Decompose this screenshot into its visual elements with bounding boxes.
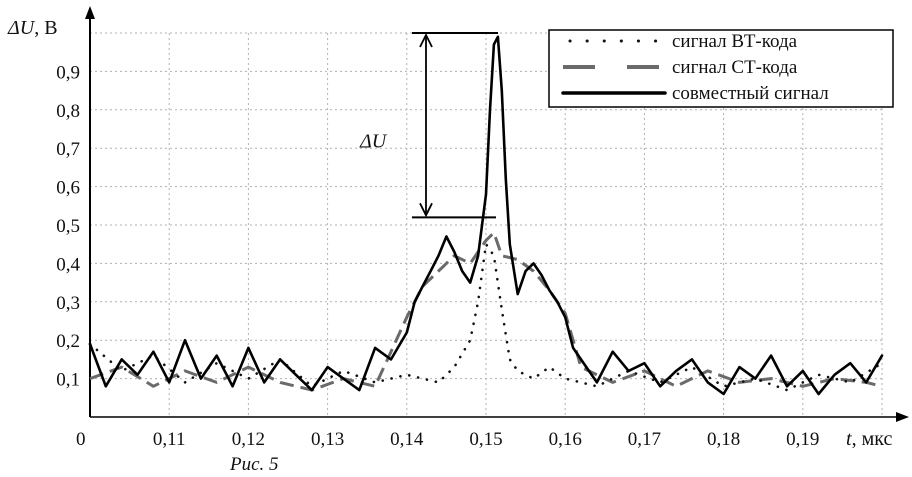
annotation-label: ΔU [359,131,388,153]
x-axis-arrow [896,412,909,422]
legend: сигнал ВТ-кода сигнал СТ-кода совместный с… [548,29,894,108]
legend-label: сигнал СТ-кода [672,57,798,78]
y-tick-label: 0,2 [56,331,80,352]
y-tick-label: 0,7 [56,139,80,160]
x-axis-title: t, мкс [846,428,892,450]
series-line-solid [88,35,884,396]
x-tick-label: 0,17 [628,429,661,450]
y-tick-label: 0,5 [56,216,80,237]
y-tick-label: 0,6 [56,178,80,199]
annotation-arrow-up [419,32,433,48]
x-tick-label: 0,18 [707,429,740,450]
annotation-arrow-down [419,202,433,218]
x-axis-var: t [846,428,852,450]
x-tick-label: 0,11 [153,429,186,450]
origin-label: 0 [76,429,86,450]
legend-label: совместный сигнал [672,83,829,104]
x-tick-label: 0,19 [786,429,819,450]
series-line-dashed [89,231,883,392]
y-tick-label: 0,9 [56,62,80,83]
axes [85,6,909,422]
tick-labels: 0,11 0,12 0,13 0,14 0,15 0,16 0,17 0,18 0,19 0,1 0… [56,62,819,450]
y-tick-label: 0,3 [56,293,80,314]
y-axis-var: ΔU [7,17,36,39]
y-tick-label: 0,8 [56,101,80,122]
figure-caption: Рис. 5 [229,454,279,475]
series-layer [88,35,884,396]
y-tick-label: 0,1 [56,370,80,391]
y-axis-unit: , В [34,17,57,39]
x-tick-label: 0,16 [549,429,582,450]
x-tick-label: 0,12 [232,429,265,450]
delta-u-annotation: ΔU [359,32,498,219]
legend-label: сигнал ВТ-кода [672,31,798,52]
y-axis-title: ΔU, В [7,17,58,39]
y-tick-label: 0,4 [56,254,80,275]
x-tick-label: 0,14 [390,429,424,450]
x-tick-label: 0,13 [311,429,344,450]
x-axis-unit: , мкс [852,428,893,450]
y-axis-arrow [85,6,95,19]
x-tick-label: 0,15 [469,429,502,450]
